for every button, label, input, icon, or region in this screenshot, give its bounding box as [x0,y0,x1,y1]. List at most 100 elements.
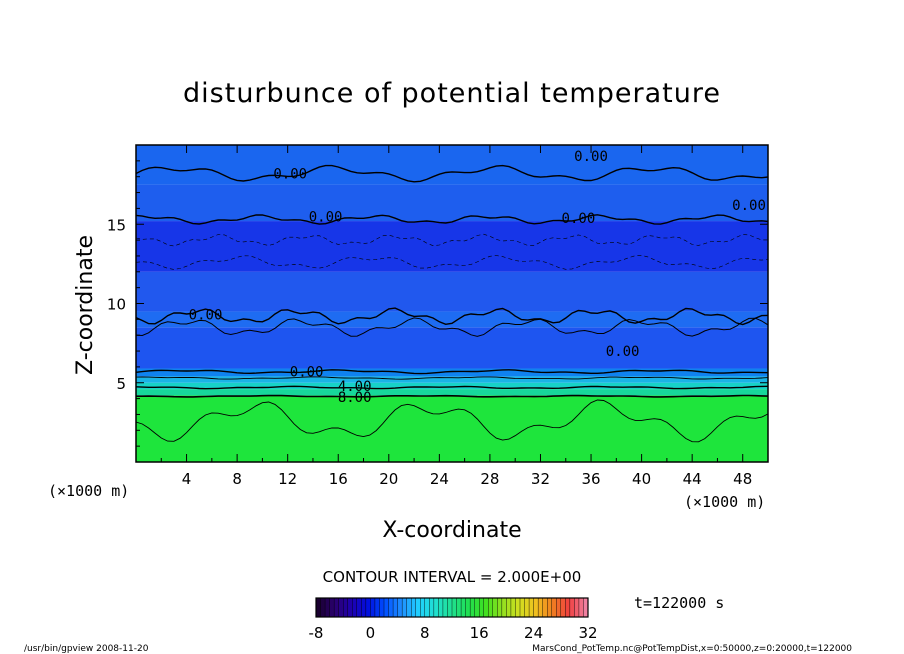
colorbar-cell [379,597,385,618]
contour-labels: 0.00 0.00 0.00 0.00 0.00 0.00 0.00 0.00 4.008.00 [189,149,766,406]
colorbar-cell [497,597,503,618]
colorbar-cell [429,597,435,618]
colorbar [315,597,589,618]
x-tick-label: 32 [531,470,550,488]
contour-label: 0.00 [562,211,596,227]
colorbar-cell [574,597,580,618]
contour-line-0 [136,164,768,183]
contour-label: 0.00 [309,209,343,225]
colorbar-cell [483,597,489,618]
field-band-1 [136,389,768,396]
x-tick-label: 20 [379,470,398,488]
y-tick-label: 5 [116,375,126,393]
y-axis: 5 10 15 [107,160,768,447]
x-tick-label: 44 [683,470,702,488]
x-tick-label: 40 [632,470,651,488]
colorbar-cell [551,597,557,618]
colorbar-cell [488,597,494,618]
colorbar-cell [578,597,584,618]
x-axis-label: X-coordinate [382,518,521,543]
field-band-5 [136,327,768,369]
colorbar-ticks: -8 0 8 16 24 32 [309,624,598,642]
colorbar-cell [320,597,326,618]
contour-line-7 [136,376,768,380]
y-tick-label: 10 [107,296,126,314]
x-tick-label: 28 [480,470,499,488]
colorbar-cell [565,597,571,618]
contour-line-6 [136,369,768,375]
colorbar-cell [469,597,476,618]
contour-interval-label: CONTOUR INTERVAL = 2.000E+00 [323,568,582,586]
colorbar-cell [424,597,430,618]
y-tick-label: 15 [107,216,126,234]
colorbar-cell [456,597,462,618]
field-band-3 [136,376,768,383]
field-band-4 [136,368,768,377]
field-band-0 [136,395,768,462]
colorbar-cell [415,597,421,618]
colorbar-cell [365,597,371,618]
colorbar-cell [433,597,439,618]
colorbar-cell [519,597,525,618]
x-tick-label: 48 [733,470,752,488]
contour-line-4 [136,307,768,326]
colorbar-cell [447,597,453,618]
colorbar-cell [352,597,358,618]
colorbar-cell [406,597,412,618]
field-band-6 [136,311,768,328]
colorbar-cell [383,597,389,618]
y-axis-label: Z-coordinate [73,235,98,375]
x-tick-label: 8 [232,470,242,488]
colorbar-cell [479,597,485,618]
colorbar-cell [533,597,539,618]
colorbar-cell [547,597,553,618]
colorbar-tick-label: 32 [578,624,597,642]
colorbar-cell [347,597,353,618]
colorbar-tick-label: 0 [366,624,376,642]
colorbar-cell [501,597,507,618]
colorbar-cell [569,597,575,618]
colorbar-cell [524,597,530,618]
colorbar-cell [542,597,548,618]
contour-line-10 [136,399,768,443]
x-unit-right: (×1000 m) [684,493,765,511]
x-tick-label: 4 [182,470,192,488]
contour-label: 0.00 [574,149,608,165]
contour-line-5 [136,317,768,337]
colorbar-cell [465,597,471,618]
colorbar-cell [506,597,512,618]
contour-label: 0.00 [189,308,223,324]
colorbar-cell [460,597,467,618]
x-tick-label: 16 [329,470,348,488]
plot-area [136,145,768,462]
field-band-2 [136,382,768,390]
contour-label: 0.00 [290,365,324,381]
colorbar-cell [324,597,331,618]
colorbar-cell [338,597,344,618]
time-label: t=122000 s [634,594,724,612]
footer-left: /usr/bin/gpview 2008-11-20 [24,644,149,654]
x-tick-label: 12 [278,470,297,488]
field-band-7 [136,271,768,312]
contour-line-2 [136,233,768,247]
colorbar-cell [474,597,480,618]
colorbar-cell [315,597,321,618]
x-axis: 4 8 12 16 20 24 28 32 36 40 44 48 [160,145,752,488]
colorbar-cell [361,597,367,618]
colorbar-cell [411,597,417,618]
colorbar-frame [315,597,589,618]
colorbar-cell [442,597,448,618]
colorbar-cell [343,597,349,618]
colorbar-cell [392,597,399,618]
colorbar-tick-label: 16 [470,624,489,642]
colorbar-cell [560,597,566,618]
colorbar-cell [401,597,408,618]
colorbar-tick-label: -8 [309,624,324,642]
colorbar-cell [438,597,444,618]
field-band-10 [136,145,768,185]
colorbar-cell [374,597,380,618]
colorbar-cell [528,597,534,618]
contour-label: 0.00 [606,344,640,360]
field-band-8 [136,221,768,272]
